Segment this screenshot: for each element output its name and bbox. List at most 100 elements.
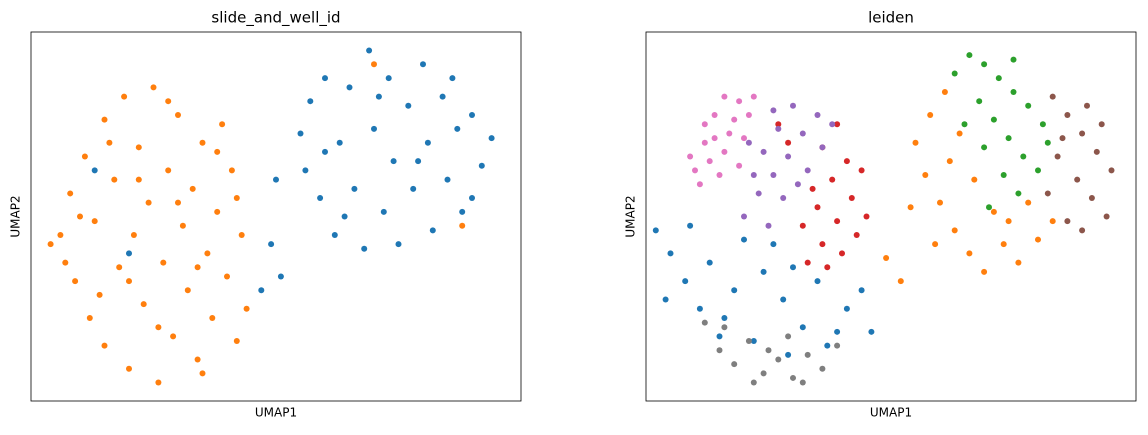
point [721,148,728,155]
point [804,167,811,174]
point [81,153,88,160]
point [799,324,806,331]
y-axis-label: UMAP2 [9,195,23,237]
point [736,162,743,169]
point [961,121,968,128]
point [937,199,943,206]
point [976,98,983,105]
point [932,241,939,248]
point [361,245,368,252]
point [297,130,304,137]
plot-frame [645,31,1137,402]
point [745,139,752,146]
point [233,195,240,202]
point [67,190,74,197]
point [459,222,466,229]
point [652,227,659,234]
point [1108,167,1115,174]
point [814,204,821,211]
point [469,195,475,202]
point [1079,130,1086,137]
point [780,195,787,202]
point [1093,148,1100,155]
point [946,158,953,165]
point [371,61,377,68]
point [72,278,79,285]
point [1079,227,1086,234]
point [317,195,324,202]
point [819,241,826,248]
point [135,144,142,151]
point [843,305,850,312]
point [243,305,250,312]
point [701,121,708,128]
point [405,102,412,109]
point [268,241,275,248]
point [145,199,152,206]
point [780,296,787,303]
point [785,351,792,358]
point [716,333,723,340]
point [799,222,806,229]
point [971,176,978,183]
point [194,356,201,363]
point [228,167,235,174]
point [824,264,831,271]
point [785,153,792,160]
point [121,93,128,100]
point [765,347,772,354]
point [1049,93,1056,100]
point [819,144,826,151]
point [1044,190,1051,197]
point [488,135,495,142]
point [101,116,108,123]
point [189,185,196,192]
point [1005,135,1012,142]
point [209,314,216,321]
point [912,139,919,146]
point [1025,199,1032,206]
point [57,231,64,238]
point [331,231,338,238]
point [799,130,806,137]
point [775,356,782,363]
point [706,158,713,165]
point [790,374,796,381]
point [785,333,792,340]
point [765,222,772,229]
point [696,305,703,312]
point [951,227,958,234]
point [1088,195,1095,202]
point [858,287,865,294]
point [731,116,738,123]
point [927,112,934,119]
point [1020,153,1027,160]
point [126,365,132,372]
point [1010,56,1017,63]
point [444,176,451,183]
point [375,93,382,100]
point [1015,259,1022,266]
point [140,301,147,308]
point [1103,213,1110,220]
point [175,112,181,119]
point [126,250,132,257]
point [839,250,845,257]
point [750,171,757,178]
point [47,241,54,248]
point [91,167,98,174]
point [469,112,475,119]
point [981,61,988,68]
point [1064,218,1071,225]
point [785,139,792,146]
point [701,319,708,326]
point [829,121,836,128]
point [716,347,723,354]
point [770,107,777,114]
point [390,158,397,165]
point [907,204,914,211]
point [273,176,279,183]
point [1064,112,1071,119]
point [1054,153,1061,160]
point [429,227,436,234]
